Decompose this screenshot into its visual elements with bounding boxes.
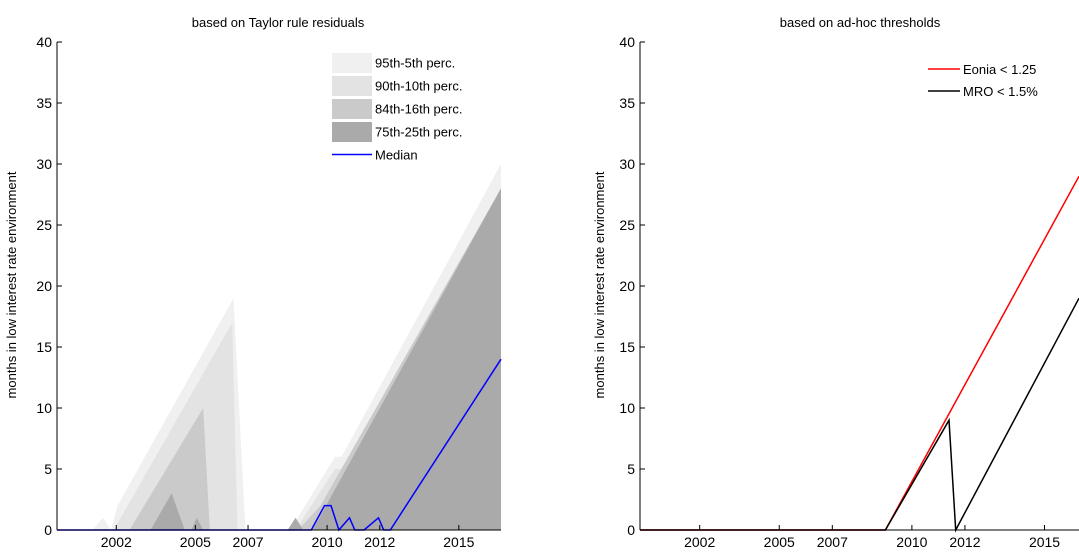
y-tick-label-0: 0 — [627, 522, 635, 538]
y-tick-label-3: 15 — [36, 339, 52, 355]
legend-label-0: Eonia < 1.25 — [963, 62, 1036, 77]
x-tick-label-1: 2005 — [764, 534, 795, 550]
x-tick-label-5: 2015 — [1029, 534, 1060, 550]
x-tick-label-5: 2015 — [443, 534, 474, 550]
x-tick-label-4: 2012 — [364, 534, 395, 550]
right-y-axis-label: months in low interest rate environment — [592, 171, 607, 398]
y-tick-label-2: 10 — [619, 400, 635, 416]
legend-swatch-3 — [332, 122, 372, 142]
y-tick-label-6: 30 — [619, 156, 635, 172]
x-tick-label-3: 2010 — [312, 534, 343, 550]
band-area-3 — [150, 188, 501, 530]
legend-label-3: 75th-25th perc. — [375, 125, 462, 140]
right-chart-title: based on ad-hoc thresholds — [780, 15, 941, 30]
legend-swatch-1 — [332, 76, 372, 96]
x-tick-label-2: 2007 — [232, 534, 263, 550]
x-tick-label-2: 2007 — [817, 534, 848, 550]
legend-label-2: 84th-16th perc. — [375, 102, 462, 117]
y-tick-label-8: 40 — [36, 34, 52, 50]
y-tick-label-7: 35 — [619, 95, 635, 111]
legend-label-1: 90th-10th perc. — [375, 79, 462, 94]
y-tick-label-8: 40 — [619, 34, 635, 50]
y-tick-label-3: 15 — [619, 339, 635, 355]
x-tick-label-0: 2002 — [684, 534, 715, 550]
y-tick-label-5: 25 — [619, 217, 635, 233]
legend-swatch-2 — [332, 99, 372, 119]
x-tick-label-0: 2002 — [101, 534, 132, 550]
y-tick-label-1: 5 — [627, 461, 635, 477]
y-tick-label-4: 20 — [619, 278, 635, 294]
x-tick-label-4: 2012 — [949, 534, 980, 550]
left-y-axis-label: months in low interest rate environment — [4, 171, 19, 398]
y-tick-label-0: 0 — [44, 522, 52, 538]
y-tick-label-1: 5 — [44, 461, 52, 477]
right-panel: based on ad-hoc thresholds months in low… — [592, 15, 1079, 550]
y-tick-label-2: 10 — [36, 400, 52, 416]
x-tick-label-3: 2010 — [896, 534, 927, 550]
legend-label-1: MRO < 1.5% — [963, 84, 1038, 99]
left-chart-title: based on Taylor rule residuals — [192, 15, 365, 30]
legend-label-4: Median — [375, 148, 418, 163]
y-tick-label-5: 25 — [36, 217, 52, 233]
x-tick-label-1: 2005 — [180, 534, 211, 550]
left-panel: based on Taylor rule residuals months in… — [4, 15, 502, 550]
legend-label-0: 95th-5th perc. — [375, 56, 455, 71]
y-tick-label-6: 30 — [36, 156, 52, 172]
y-tick-label-4: 20 — [36, 278, 52, 294]
y-tick-label-7: 35 — [36, 95, 52, 111]
legend-swatch-0 — [332, 53, 372, 73]
